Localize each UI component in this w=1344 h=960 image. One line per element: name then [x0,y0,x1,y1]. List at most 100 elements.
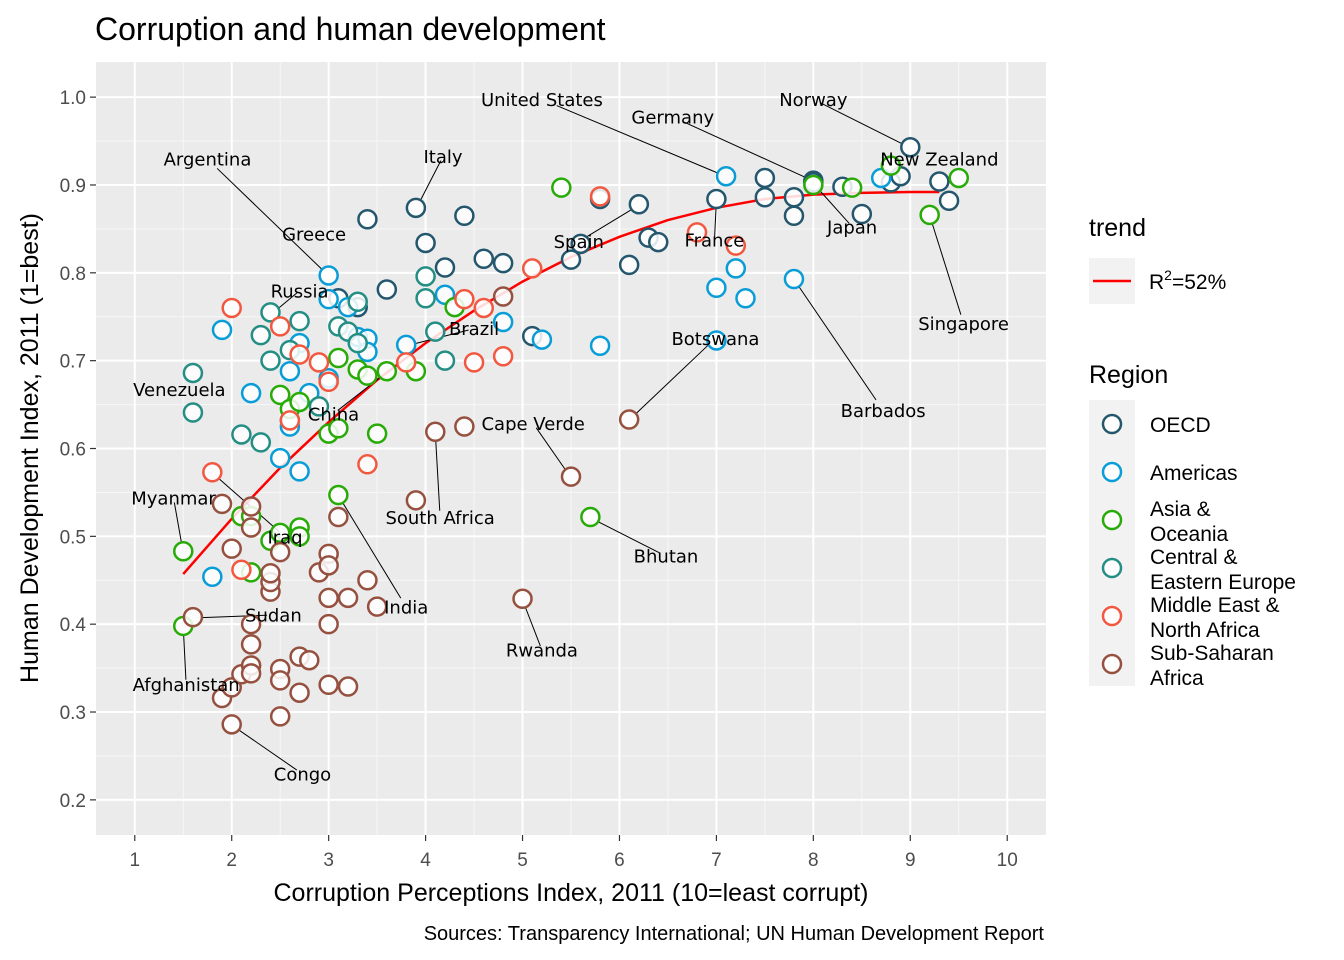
legend-label: Sub-Saharan Africa [1150,642,1274,690]
data-point [182,362,204,384]
data-point [240,663,262,684]
legend-key-circle [1101,653,1123,675]
data-point [318,613,339,635]
data-point [250,432,272,453]
caption: Sources: Transparency International; UN … [424,923,1045,945]
label-connector [173,502,182,543]
legend-label: Asia & Oceania [1150,498,1229,546]
data-point [318,587,339,609]
x-tick-label: 5 [517,850,528,871]
legend-label: Central & Eastern Europe [1150,546,1296,594]
x-axis-ticks: 1 2 3 4 5 6 7 8 9 10 [129,835,1018,871]
point-label: France [685,230,745,251]
label-connector [535,427,566,470]
data-point [415,232,436,254]
data-point [318,674,339,696]
point-label: Greece [282,224,346,245]
legend-label: Middle East & North Africa [1150,594,1280,642]
trend-legend-title: trend [1089,214,1146,242]
region-legend: Region OECD Americas Asia & OceaniaCentral … [1089,361,1296,690]
y-tick-label: 1.0 [60,88,86,109]
data-point [240,517,262,538]
data-point [240,382,262,404]
data-point [221,297,242,319]
legend-key-circle [1101,461,1123,483]
y-tick-label: 0.2 [60,791,86,812]
point-label: Congo [274,765,331,786]
y-tick-label: 0.8 [60,264,86,285]
label-connector [342,502,402,599]
data-point [289,391,310,413]
data-point [454,288,475,310]
point-label: Singapore [918,314,1009,335]
data-point [647,231,669,253]
y-axis-ticks: 0.2 0.3 0.4 0.5 0.6 0.7 0.8 0.9 1.0 [60,88,96,812]
data-point [269,522,291,544]
data-point [434,257,456,278]
data-point [715,165,737,187]
point-label: Afghanistan [133,675,240,696]
data-point [618,409,640,430]
y-tick-label: 0.4 [60,615,87,636]
point-label: Botswana [671,329,759,350]
data-point [269,447,291,469]
r-text: R [1149,271,1164,294]
label-connector [820,102,903,145]
data-point [900,136,921,158]
data-point [202,461,223,483]
data-point [783,205,805,226]
point-label: China [308,404,359,425]
point-label: New Zealand [880,150,998,171]
data-point [202,566,223,587]
label-connector [714,207,717,237]
data-point [269,316,291,337]
y-tick-label: 0.6 [60,440,86,461]
point-label: Venezuela [133,380,225,401]
legend-key-circle [1101,605,1123,627]
point-label: Barbados [841,401,926,422]
r-value: =52% [1172,271,1226,294]
point-label: Spain [554,232,604,253]
x-tick-label: 4 [420,850,431,871]
data-point [560,466,582,487]
data-point [357,570,378,591]
data-point [929,171,950,192]
data-point [328,418,349,439]
y-tick-label: 0.5 [60,527,86,548]
data-point [919,204,940,226]
point-label: Russia [271,281,329,302]
x-tick-label: 3 [323,850,334,871]
label-connector [216,168,323,270]
data-point [492,252,514,274]
data-point [618,254,640,276]
data-point [221,538,242,559]
data-point [589,335,611,356]
data-point [425,321,446,342]
y-tick-label: 0.9 [60,176,86,197]
point-label: Iraq [267,527,302,548]
data-point [240,613,262,635]
data-point [289,461,310,482]
label-connector [635,344,709,414]
point-label: United States [481,90,603,111]
label-connector [818,189,850,224]
data-point [531,329,553,350]
point-label: Argentina [164,150,252,171]
point-label: Germany [631,107,714,128]
x-tick-label: 10 [997,850,1018,871]
data-point [240,634,262,655]
data-point [328,484,349,506]
point-label: Japan [826,217,877,238]
point-label: Rwanda [506,641,578,662]
x-tick-label: 7 [711,850,722,871]
data-point [492,346,514,367]
region-legend-title: Region [1089,361,1168,389]
data-point [938,190,960,212]
data-point [182,606,204,628]
point-label: India [384,598,428,619]
data-point [366,596,388,617]
data-point [948,167,970,189]
data-point [851,203,873,225]
data-point [260,302,281,323]
